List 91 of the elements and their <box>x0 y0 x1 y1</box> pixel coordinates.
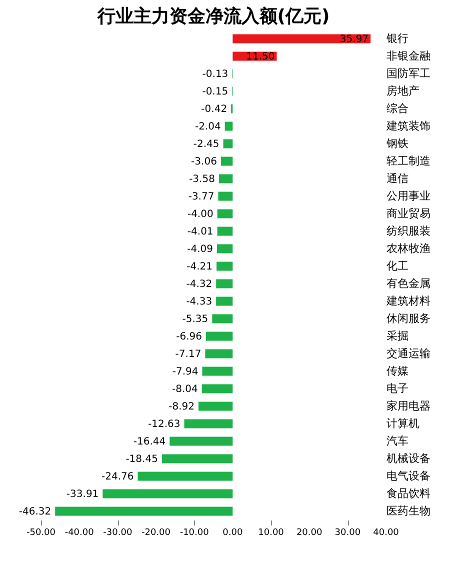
y-tick-label: 钢铁 <box>386 136 408 150</box>
bar <box>198 402 233 411</box>
y-tick-label: 计算机 <box>386 416 420 430</box>
y-tick-label: 房地产 <box>386 84 420 98</box>
data-label: -4.01 <box>187 226 214 238</box>
y-tick-label: 国防军工 <box>386 66 430 80</box>
data-label: -4.21 <box>186 261 213 272</box>
x-tick-label: 10.00 <box>258 528 284 538</box>
y-tick-label: 传媒 <box>386 364 408 378</box>
y-tick-label: 有色金属 <box>386 276 430 290</box>
x-tick-label: -40.00 <box>64 528 94 538</box>
data-label: -8.04 <box>172 384 198 395</box>
y-tick-label: 机械设备 <box>386 452 430 465</box>
data-label: -2.45 <box>193 138 220 150</box>
data-label: 35.97 <box>340 34 369 45</box>
data-label: -5.35 <box>182 314 208 325</box>
data-label: -46.32 <box>18 506 52 518</box>
bar <box>205 349 233 358</box>
bar <box>216 279 233 288</box>
bar <box>202 366 233 376</box>
y-tick-label: 家用电器 <box>386 399 430 412</box>
data-label: -18.45 <box>126 454 158 465</box>
y-tick-label: 建筑材料 <box>386 294 430 308</box>
bar <box>102 489 233 498</box>
y-tick-label: 综合 <box>386 102 408 115</box>
bar <box>217 209 233 218</box>
x-tick-label: -50.00 <box>26 528 56 538</box>
bar <box>232 34 371 44</box>
y-tick-label: 食品饮料 <box>386 486 430 500</box>
y-tick-label: 休闲服务 <box>386 312 430 325</box>
bar <box>224 122 233 131</box>
y-tick-label: 银行 <box>386 32 408 45</box>
data-label: -6.96 <box>176 331 202 342</box>
y-tick-label: 汽车 <box>386 434 408 448</box>
bar <box>202 384 233 394</box>
data-label: -3.58 <box>189 174 215 185</box>
data-label: -4.33 <box>186 296 212 308</box>
data-label: -33.91 <box>66 488 99 500</box>
bar <box>170 436 233 446</box>
y-tick-label: 通信 <box>386 172 408 185</box>
data-label: -0.42 <box>201 104 228 115</box>
data-label: -12.63 <box>148 418 180 430</box>
data-label: -16.44 <box>133 436 166 448</box>
chart-title: 行业主力资金净流入额(亿元) <box>96 6 330 27</box>
data-label: -3.06 <box>191 156 217 168</box>
bar <box>184 419 233 428</box>
x-tick-label: 0.00 <box>222 528 243 538</box>
x-tick-label: -20.00 <box>141 528 171 538</box>
y-tick-label: 医药生物 <box>386 504 430 518</box>
data-label: -3.77 <box>188 191 214 202</box>
y-tick-label: 采掘 <box>386 329 408 342</box>
y-tick-label: 电子 <box>386 382 408 395</box>
data-label: -24.76 <box>102 471 134 482</box>
bar <box>206 332 233 341</box>
x-tick-label: 40.00 <box>373 528 400 538</box>
y-tick-label: 商业贸易 <box>386 206 430 220</box>
data-label: -7.17 <box>175 348 202 360</box>
data-label: -2.04 <box>194 121 221 132</box>
bar <box>216 296 233 306</box>
bar <box>223 139 233 148</box>
y-tick-label: 建筑装饰 <box>386 119 430 132</box>
data-label: -4.32 <box>186 278 212 290</box>
bar <box>217 226 233 236</box>
data-label: -0.15 <box>202 86 228 98</box>
x-tick-label: -30.00 <box>103 528 132 538</box>
bar <box>220 156 233 166</box>
bar <box>218 174 233 184</box>
bar <box>162 454 233 464</box>
y-tick-label: 化工 <box>386 259 408 272</box>
data-label: 11.50 <box>246 51 275 62</box>
y-tick-label: 纺织服装 <box>386 224 430 238</box>
y-tick-label: 非银金融 <box>386 49 430 62</box>
bar <box>216 244 233 254</box>
bar <box>212 314 233 324</box>
bar <box>138 472 233 481</box>
bar <box>55 506 233 516</box>
data-label: -0.13 <box>202 68 228 80</box>
x-tick-label: -10.00 <box>180 528 210 538</box>
y-tick-label: 轻工制造 <box>386 154 430 168</box>
data-label: -7.94 <box>172 366 198 378</box>
data-label: -8.92 <box>168 401 194 412</box>
y-tick-label: 农林牧渔 <box>386 242 430 255</box>
y-tick-label: 公用事业 <box>386 189 430 202</box>
x-tick-label: 20.00 <box>296 528 322 538</box>
data-label: -4.09 <box>187 244 213 255</box>
bar <box>216 262 233 271</box>
data-label: -4.00 <box>187 208 214 220</box>
y-tick-label: 电气设备 <box>386 469 430 482</box>
y-tick-label: 交通运输 <box>386 346 430 360</box>
bar <box>218 192 233 201</box>
x-tick-label: 30.00 <box>334 528 361 538</box>
